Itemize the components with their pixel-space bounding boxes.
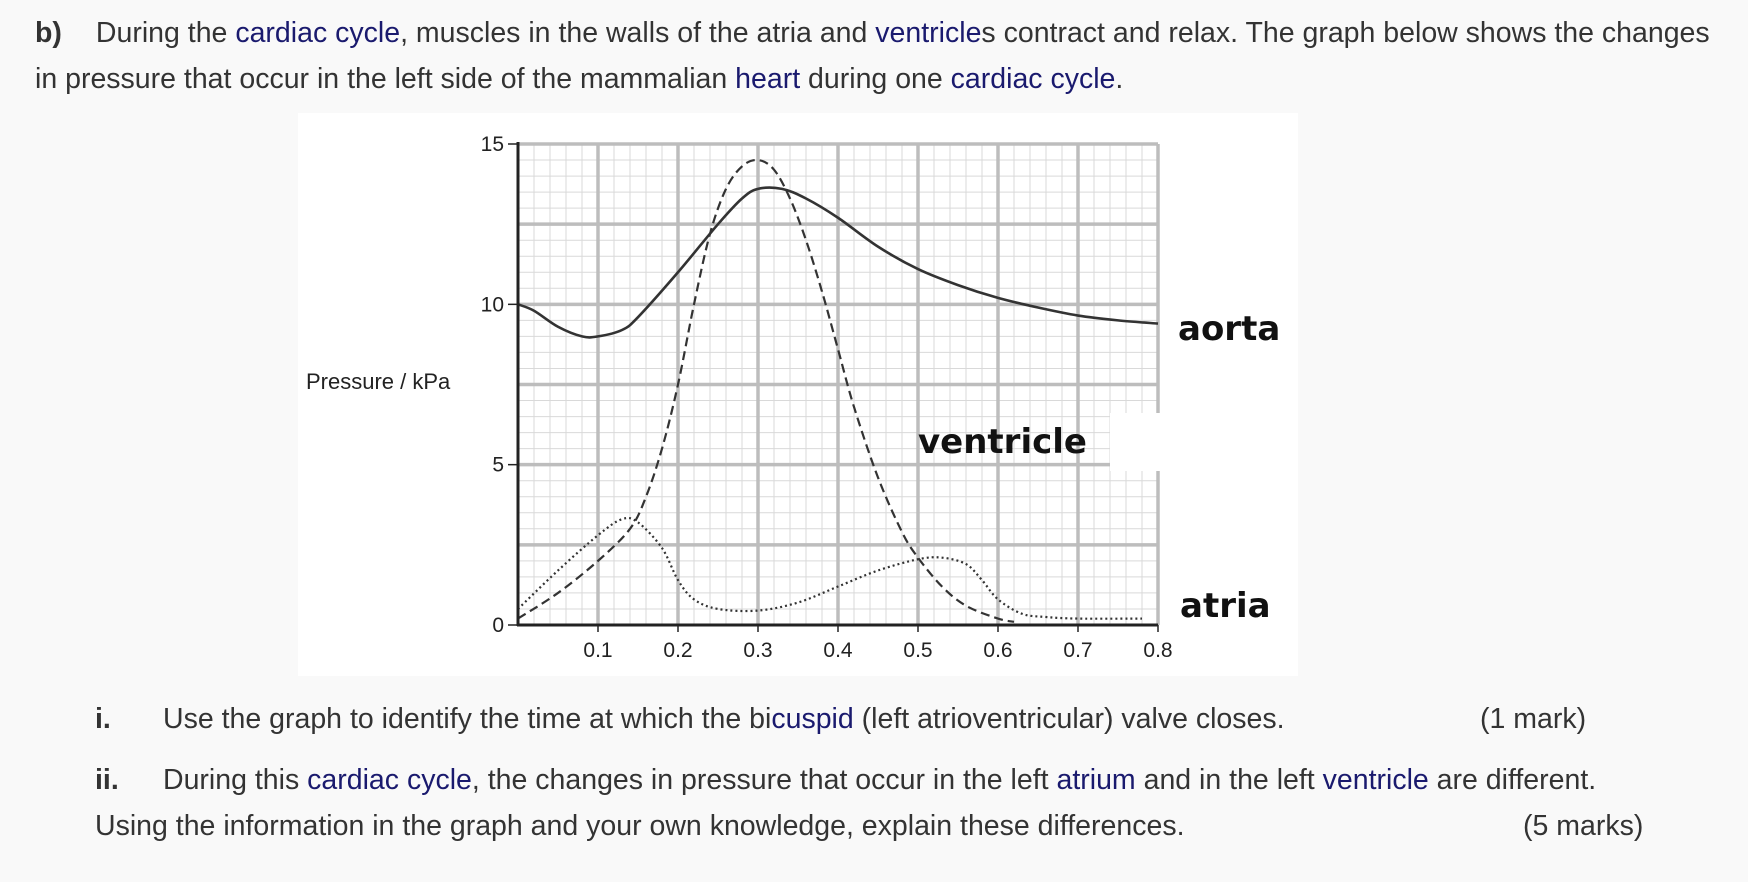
intro-paragraph: b) During the cardiac cycle, muscles in t… — [35, 10, 1735, 102]
question-i-text: Use the graph to identify the time at wh… — [163, 703, 772, 735]
link-ventricle[interactable]: ventricle — [875, 17, 982, 49]
link-cardiac-cycle-3[interactable]: cardiac cycle — [307, 764, 472, 796]
question-ii-text-3: and in the left — [1135, 764, 1323, 796]
intro-text-3: s contract and relax. The graph below sh… — [35, 17, 1710, 95]
x-tick-label: 0.8 — [1143, 639, 1172, 662]
x-tick-label: 0.6 — [983, 639, 1012, 662]
y-tick-label: 0 — [492, 614, 504, 637]
x-tick-label: 0.3 — [743, 639, 772, 662]
x-tick-label: 0.5 — [903, 639, 932, 662]
series-layer — [517, 158, 1159, 623]
intro-text-5: . — [1115, 63, 1124, 95]
question-ii-number: ii. — [95, 764, 119, 796]
grid-major — [518, 142, 1160, 625]
link-cardiac-cycle[interactable]: cardiac cycle — [235, 17, 401, 49]
series-label-atria: atria — [1180, 586, 1271, 626]
pressure-graph-figure: 0.1 0.2 0.3 0.4 0.5 0.6 0.7 0.8 0 5 10 15 Pressure … — [298, 113, 1298, 676]
y-tick-label: 10 — [481, 293, 504, 316]
question-ii-marks: (5 marks) — [1523, 810, 1644, 842]
question-i-number: i. — [95, 703, 111, 735]
y-tick-label: 5 — [492, 454, 504, 477]
y-axis-label: Pressure / kPa — [306, 369, 451, 394]
y-tick-label: 15 — [481, 133, 504, 156]
x-tick-label: 0.4 — [823, 639, 853, 662]
question-i: i. Use the graph to identify the time at … — [95, 696, 1285, 742]
question-ii: ii. During this cardiac cycle, the change… — [95, 757, 1655, 849]
question-i-marks: (1 mark) — [1480, 703, 1587, 735]
series-line-atria — [517, 516, 1143, 620]
pressure-chart: 0.1 0.2 0.3 0.4 0.5 0.6 0.7 0.8 0 5 10 15 Pressure … — [306, 133, 1280, 662]
intro-text-1: During the — [95, 17, 236, 49]
link-atrium[interactable]: atrium — [1056, 764, 1136, 796]
question-i-text-2: (left atrioventricular) valve closes. — [853, 703, 1285, 735]
series-label-aorta: aorta — [1178, 309, 1280, 349]
ticks: 0.1 0.2 0.3 0.4 0.5 0.6 0.7 0.8 0 5 10 15 — [481, 133, 1173, 662]
question-ii-text-1: During this — [163, 764, 308, 796]
series-label-ventricle: ventricle — [918, 422, 1087, 462]
intro-text-2: , muscles in the walls of the atria and — [400, 17, 876, 49]
question-ii-text-4: are different. Using the information in … — [95, 764, 1597, 842]
link-cuspid[interactable]: cuspid — [771, 703, 854, 735]
x-tick-label: 0.7 — [1063, 639, 1092, 662]
link-ventricle-2[interactable]: ventricle — [1322, 764, 1429, 796]
link-cardiac-cycle-2[interactable]: cardiac cycle — [950, 63, 1116, 95]
link-heart[interactable]: heart — [735, 63, 801, 95]
series-line-aorta — [517, 186, 1159, 339]
question-ii-text-2: , the changes in pressure that occur in … — [471, 764, 1057, 796]
series-line-ventricle — [517, 158, 1015, 623]
x-tick-label: 0.1 — [583, 639, 612, 662]
x-tick-label: 0.2 — [663, 639, 692, 662]
ventricle-label-bg — [1110, 413, 1272, 471]
intro-text-4: during one — [800, 63, 951, 95]
part-label: b) — [35, 17, 62, 49]
